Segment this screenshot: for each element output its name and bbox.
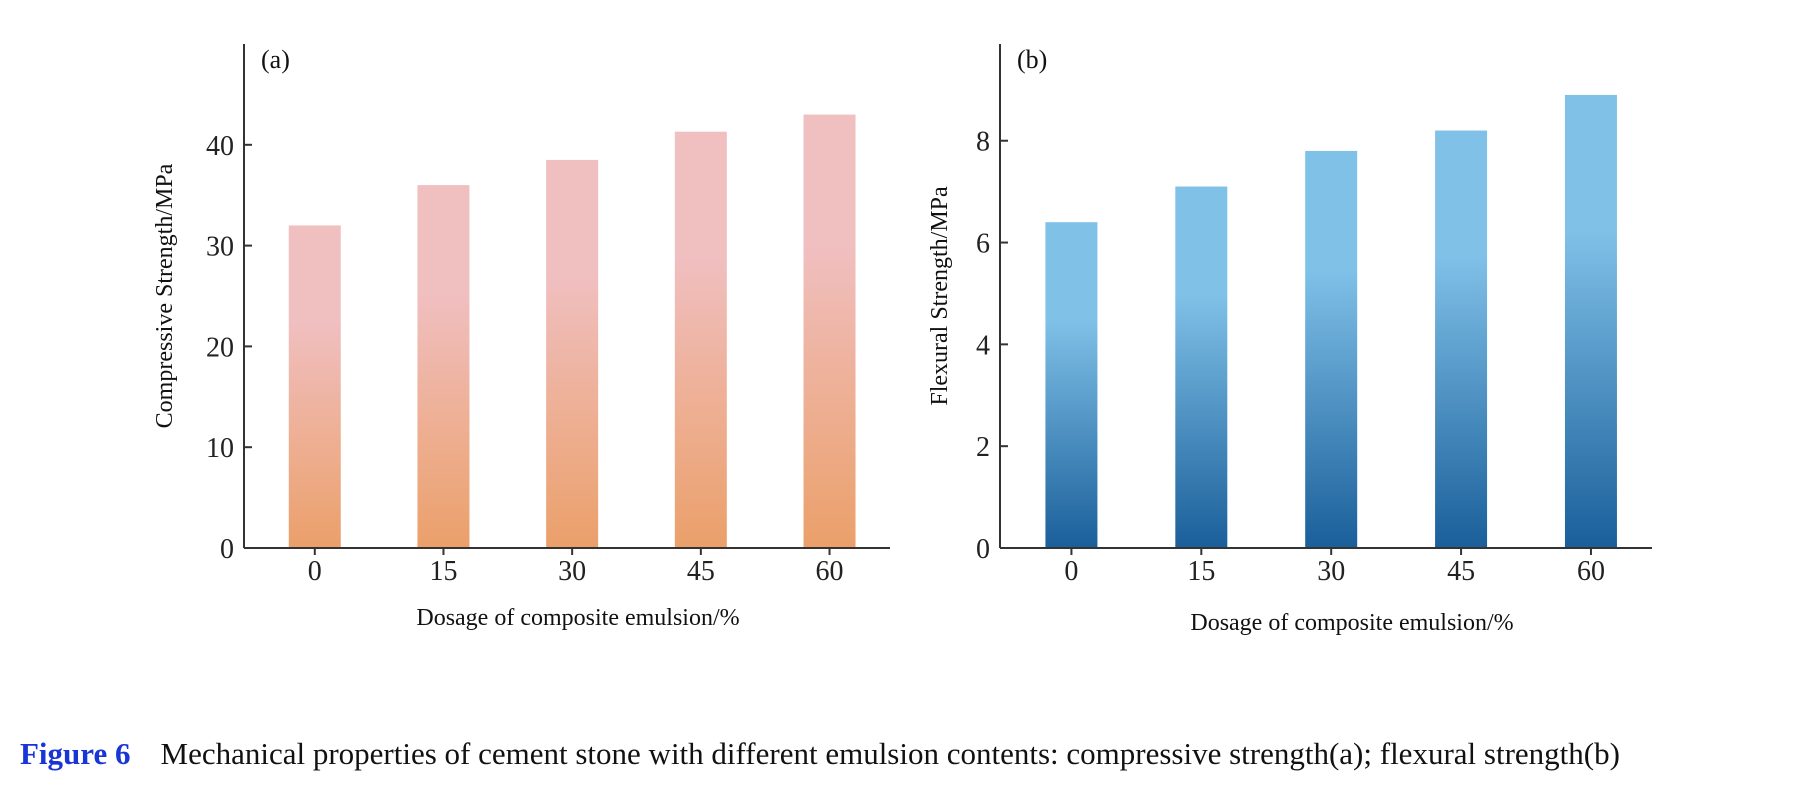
y-axis-label: Compressive Strength/MPa [152,163,178,428]
y-axis-label: Flexural Strength/MPa [927,186,953,406]
figure-caption: Figure 6 Mechanical properties of cement … [20,736,1800,772]
panel-label: (b) [1017,45,1047,74]
caption-text: Mechanical properties of cement stone wi… [160,736,1620,771]
bar [1045,222,1098,548]
bar [1564,94,1617,548]
x-tick-label: 0 [308,556,322,587]
x-tick-label: 30 [1317,556,1345,587]
bar [1305,150,1358,548]
y-tick-label: 4 [976,330,990,361]
y-tick-label: 20 [206,332,234,363]
x-tick-label: 60 [816,556,844,587]
bar [803,114,856,548]
y-tick-label: 2 [976,432,990,463]
panel-label: (a) [261,45,290,74]
y-tick-label: 6 [976,229,990,260]
y-tick-label: 0 [976,534,990,565]
y-tick-label: 10 [206,433,234,464]
bar [674,131,727,549]
y-tick-label: 30 [206,232,234,263]
x-tick-label: 45 [1447,556,1475,587]
figure-number: Figure 6 [20,736,131,771]
x-tick-label: 0 [1064,556,1078,587]
x-tick-label: 15 [429,556,457,587]
x-axis-label: Dosage of composite emulsion/% [1190,610,1513,636]
y-tick-label: 40 [206,131,234,162]
bar [417,185,470,548]
x-tick-label: 60 [1577,556,1605,587]
bar [1435,130,1488,548]
x-tick-label: 15 [1187,556,1215,587]
chart-a: 0 10 20 30 40 0 15 30 45 60 (a) Dosage of composite… [152,44,890,631]
bar [288,225,341,548]
y-tick-label: 0 [220,534,234,565]
x-axis-label: Dosage of composite emulsion/% [416,605,739,631]
y-tick-label: 8 [976,127,990,158]
bar [546,159,599,549]
x-tick-label: 45 [687,556,715,587]
x-tick-label: 30 [558,556,586,587]
chart-b: 0 2 4 6 8 0 15 30 45 60 (b) Dosage of composite emu… [927,44,1652,636]
bar [1175,186,1228,548]
